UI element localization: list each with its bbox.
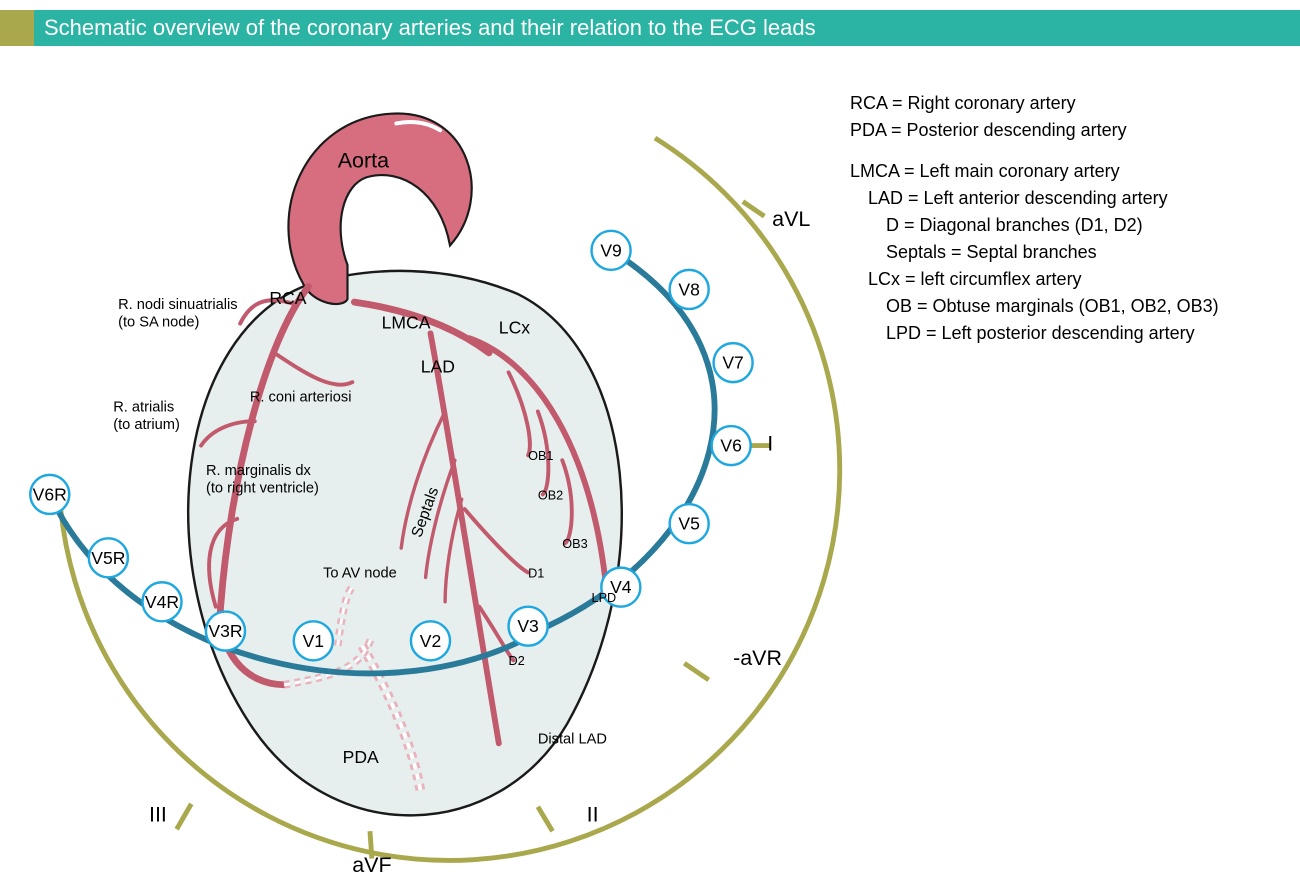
legend-line: RCA = Right coronary artery xyxy=(850,90,1270,117)
limb-tick xyxy=(684,663,708,680)
anatomy-label: D2 xyxy=(509,654,525,668)
anatomy-multiline: (to right ventricle) xyxy=(206,480,319,496)
anatomy-multiline: (to atrium) xyxy=(113,417,180,433)
anatomy-label: To AV node xyxy=(323,565,397,581)
lead-label-V5: V5 xyxy=(678,514,700,534)
lead-label-V2: V2 xyxy=(420,631,441,651)
anatomy-label: OB3 xyxy=(562,537,587,551)
limb-tick xyxy=(538,807,553,831)
anatomy-label: RCA xyxy=(269,288,306,308)
header-title: Schematic overview of the coronary arter… xyxy=(34,10,1300,46)
limb-label-III: III xyxy=(149,802,167,826)
anatomy-label: D1 xyxy=(528,566,544,580)
lead-label-V4R: V4R xyxy=(145,592,179,612)
legend-line: LMCA = Left main coronary artery xyxy=(850,158,1270,185)
lead-label-V6: V6 xyxy=(720,436,741,456)
diagram: V6RV5RV4RV3RV1V2V3V4V5V6V7V8V9aVLI-aVRII… xyxy=(0,60,900,880)
anatomy-multiline: (to SA node) xyxy=(118,315,199,331)
lead-label-V7: V7 xyxy=(722,353,743,373)
anatomy-multiline: R. nodi sinuatrialis xyxy=(118,297,238,313)
anatomy-label: LCx xyxy=(499,317,530,337)
anatomy-label: OB1 xyxy=(528,449,553,463)
legend-line: PDA = Posterior descending artery xyxy=(850,117,1270,144)
anatomy-label: Distal LAD xyxy=(538,731,607,747)
anatomy-label: LMCA xyxy=(382,312,431,332)
limb-label-aVF: aVF xyxy=(352,853,391,877)
legend: RCA = Right coronary arteryPDA = Posteri… xyxy=(850,90,1270,347)
legend-line: Septals = Septal branches xyxy=(850,239,1270,266)
legend-line: OB = Obtuse marginals (OB1, OB2, OB3) xyxy=(850,293,1270,320)
lead-label-V3: V3 xyxy=(517,616,538,636)
lead-label-V5R: V5R xyxy=(91,548,125,568)
lead-label-V9: V9 xyxy=(600,240,621,260)
header: Schematic overview of the coronary arter… xyxy=(0,10,1300,46)
anatomy-multiline: R. atrialis xyxy=(113,399,174,415)
legend-line: LAD = Left anterior descending artery xyxy=(850,185,1270,212)
anatomy-label: LPD xyxy=(592,591,617,605)
lead-label-V1: V1 xyxy=(303,631,324,651)
legend-line: LPD = Left posterior descending artery xyxy=(850,320,1270,347)
lead-label-V6R: V6R xyxy=(33,484,67,504)
anatomy-multiline: R. coni arteriosi xyxy=(250,390,352,406)
anatomy-label: LAD xyxy=(421,356,455,376)
limb-label-I: I xyxy=(767,431,773,455)
limb-label-II: II xyxy=(587,802,599,826)
anatomy-label: OB2 xyxy=(538,488,563,502)
limb-tick xyxy=(177,804,192,829)
lead-label-V8: V8 xyxy=(678,279,699,299)
limb-label--aVR: -aVR xyxy=(733,646,782,670)
lead-label-V3R: V3R xyxy=(208,621,242,641)
legend-line: D = Diagonal branches (D1, D2) xyxy=(850,212,1270,239)
anatomy-multiline: R. marginalis dx xyxy=(206,463,312,479)
header-accent xyxy=(0,10,34,46)
anatomy-label: PDA xyxy=(343,747,379,767)
legend-line: LCx = left circumflex artery xyxy=(850,266,1270,293)
anatomy-label: Aorta xyxy=(338,148,389,172)
limb-label-aVL: aVL xyxy=(772,207,810,231)
